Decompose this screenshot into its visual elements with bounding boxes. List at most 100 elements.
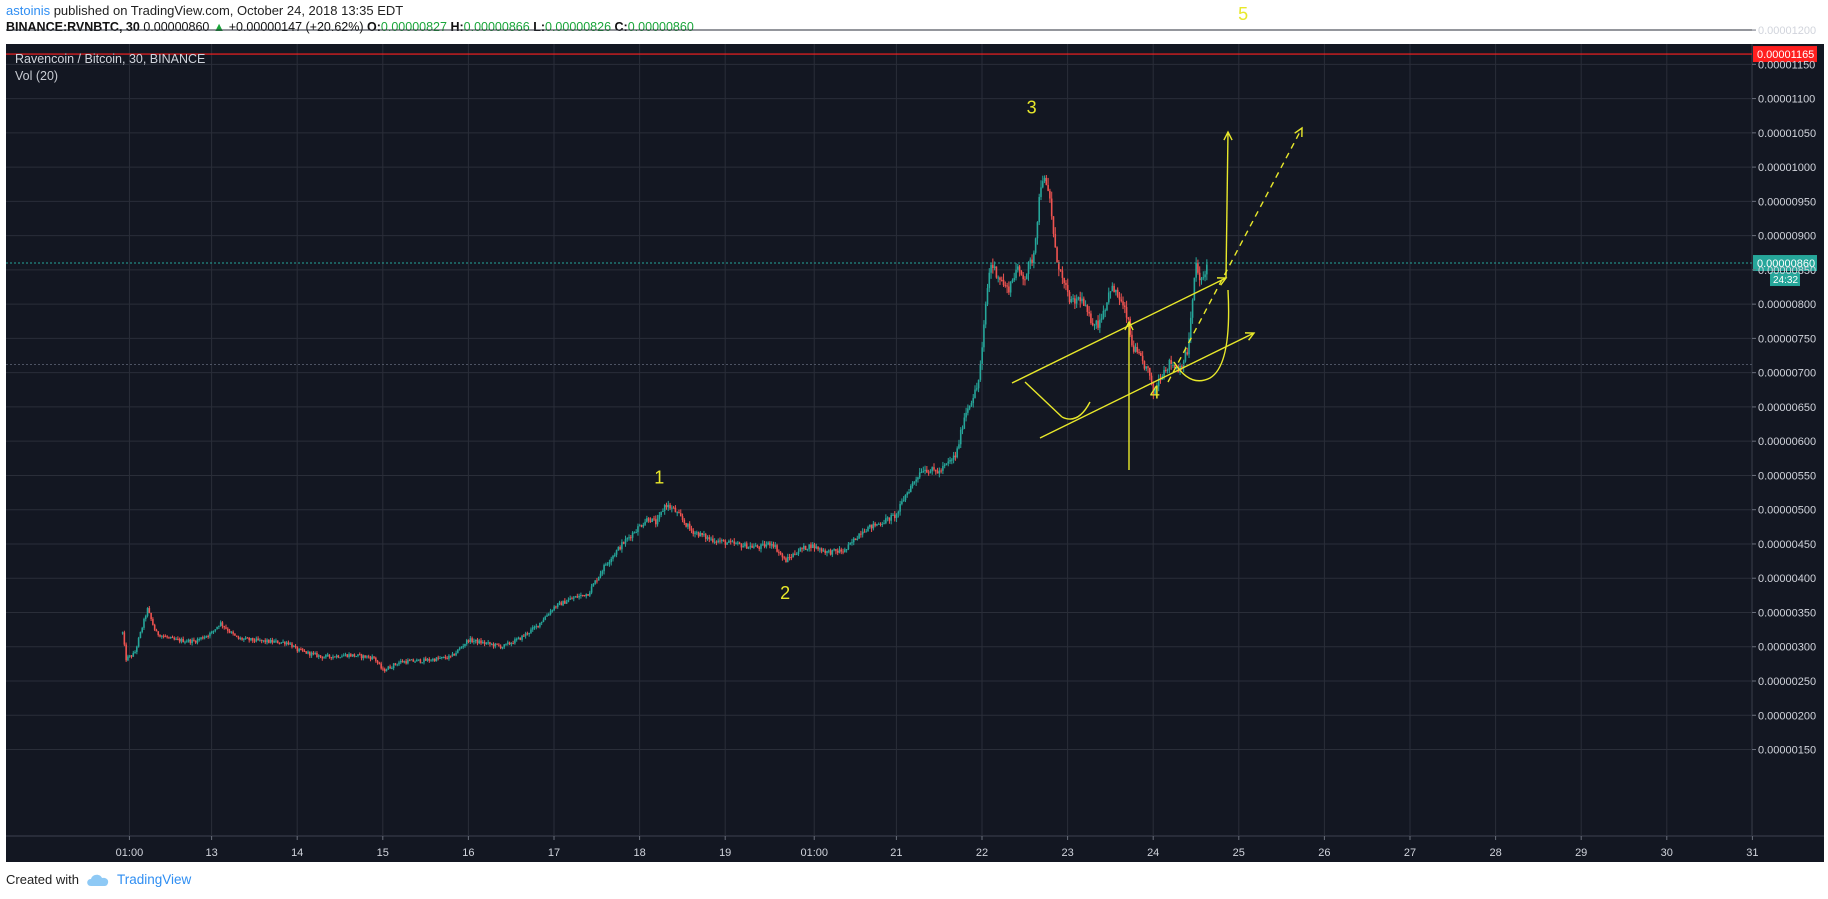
time-axis[interactable]: 01:00 13 14 15 16 17 18 19 01:00 21 22 23 24 25 26 27 28… [116,836,1759,859]
candle-body [528,632,530,635]
candle-body [801,548,803,550]
candle-body [1033,252,1035,263]
tradingview-link[interactable]: TradingView [116,872,192,887]
candle-body [309,651,311,656]
candle-body [678,512,680,514]
candle-body [333,656,336,658]
candle-body [638,525,641,527]
candle-body [558,602,561,604]
candle-body [615,550,618,555]
volume-label: Vol (20) [15,69,59,83]
candle-body [797,551,800,555]
candle-body [565,601,568,604]
candle-body [637,526,639,533]
author-link[interactable]: astoinis [6,3,51,18]
candle-body [827,550,830,552]
candle-body [720,540,723,542]
price-axis[interactable]: 0.00000150 0.00000200 0.00000250 0.00000300… [1752,0,1816,757]
candle-body [870,524,873,529]
candle-body [922,470,925,473]
candle-body [287,642,290,645]
candle-body [1091,322,1094,326]
candle-body [1034,238,1037,253]
candle-body [1040,187,1042,198]
candle-body [694,532,696,534]
candle-body [161,635,163,637]
overlays: 0.00001165 0.00000860 24:32 [6,46,1817,365]
candle-body [244,637,247,639]
candle-body [590,586,593,593]
candle-body [868,524,871,528]
candle-body [924,469,926,471]
candle-body [549,610,552,615]
candle-body [984,304,987,325]
candle-body [938,470,941,474]
candle-body [852,538,855,543]
candle-body [1172,364,1174,366]
candle-body [1189,317,1192,339]
candle-body [146,608,149,616]
candle-body [630,537,632,539]
candle-body [473,641,475,643]
candle-body [697,532,700,537]
candle-body [1106,302,1108,311]
candle-body [501,647,504,649]
candle-body [407,660,409,664]
cup-curve [1173,289,1230,382]
candle-body [942,466,944,471]
candle-body [232,631,234,634]
candle-body [893,514,896,519]
candle-body [375,657,377,661]
candle-body [387,666,390,670]
candle-body [185,641,188,643]
footer: Created with TradingView [6,872,191,887]
candle-body [879,523,882,525]
candle-body [490,643,493,645]
candle-body [337,655,340,658]
candle-body [635,532,637,534]
candle-body [376,660,379,663]
candle-body [710,538,712,540]
candle-body [1063,277,1065,283]
candle-body [608,562,611,564]
candle-body [1008,286,1010,293]
candle-body [230,631,233,633]
candle-body [719,540,721,542]
price-tick-label: 0.00000950 [1758,196,1816,208]
candle-body [1082,298,1085,306]
candle-body [863,531,866,533]
candle-body [858,533,860,539]
candle-body [435,657,438,662]
candle-body [1136,346,1139,353]
candle-body [1116,289,1119,297]
candle-body [672,507,675,509]
candle-body [770,543,773,546]
candle-body [808,544,810,550]
candle-body [512,643,514,645]
candle-body [423,658,425,663]
candle-body [1043,177,1046,182]
candle-body [547,614,550,616]
price-tick-label: 0.00001050 [1758,128,1816,140]
candle-body [555,606,557,608]
candle-body [446,658,448,660]
candle-body [824,550,827,554]
candle-body [804,545,807,550]
candle-body [1088,311,1090,314]
candle-body [1020,270,1023,275]
candle-body [599,573,602,577]
candle-body [601,571,604,574]
candle-body [430,660,432,662]
candle-body [237,636,240,639]
candle-body [177,638,179,640]
candle-body [157,631,160,635]
candle-body [1017,266,1019,270]
candle-body [954,455,957,458]
candle-body [203,637,206,639]
time-tick-label: 01:00 [116,847,144,859]
candle-body [316,652,318,657]
candle-body [1175,367,1178,369]
price-tick-label: 0.00000200 [1758,710,1816,722]
candle-body [556,603,559,608]
